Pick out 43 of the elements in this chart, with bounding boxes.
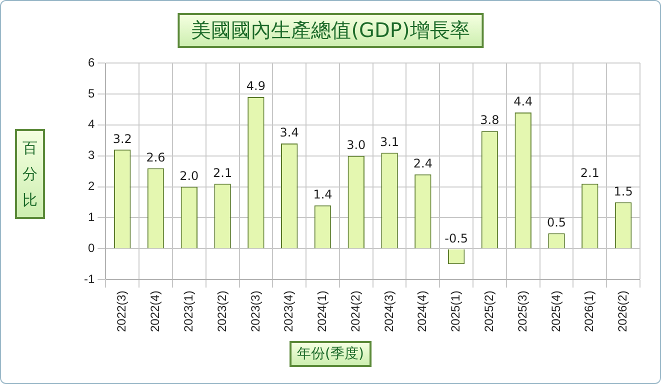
y-tick-label: 0 <box>88 241 95 256</box>
y-tick-label: 6 <box>88 55 95 70</box>
x-tick-label: 2023(2) <box>214 290 229 332</box>
data-label: 2.1 <box>213 166 232 180</box>
data-label: 2.4 <box>413 156 432 171</box>
data-label: 1.4 <box>313 187 332 202</box>
data-label: 3.2 <box>112 132 132 146</box>
x-tick-label: 2025(3) <box>515 290 530 332</box>
data-label: 1.5 <box>614 184 633 198</box>
x-tick-label: 2025(4) <box>548 290 563 332</box>
x-tick-label: 2024(2) <box>348 290 362 332</box>
data-label: 4.9 <box>246 79 266 94</box>
x-tick-label: 2025(2) <box>482 290 496 332</box>
data-label: 3.0 <box>346 138 366 152</box>
x-tick-label: 2024(4) <box>415 290 430 332</box>
x-tick-label: 2026(2) <box>616 290 630 332</box>
x-tick-label: 2025(1) <box>448 290 463 332</box>
x-tick-label: 2024(3) <box>382 290 396 332</box>
data-label: 2.0 <box>180 168 199 183</box>
data-label: 0.5 <box>546 215 566 230</box>
x-tick-label: 2022(4) <box>148 290 162 332</box>
y-tick-label: 5 <box>88 86 95 100</box>
x-tick-label: 2024(1) <box>315 290 330 332</box>
data-label: 3.1 <box>380 134 400 149</box>
x-tick-label: 2023(1) <box>181 290 196 332</box>
chart-title: 美國國內生產總值(GDP)增長率 <box>177 13 484 48</box>
x-axis-title: 年份(季度) <box>289 341 372 367</box>
y-tick-label: 1 <box>88 210 95 224</box>
data-label: 3.8 <box>480 113 500 128</box>
data-label: 3.4 <box>280 126 299 140</box>
y-tick-label: 4 <box>88 117 95 132</box>
x-tick-label: 2023(3) <box>248 290 262 332</box>
data-label: 2.6 <box>146 150 166 164</box>
y-axis-title: 百分比 <box>15 129 45 219</box>
x-tick-label: 2026(1) <box>582 290 596 332</box>
y-tick-label: 3 <box>88 148 95 162</box>
x-tick-label: 2022(3) <box>114 290 129 332</box>
data-label: -0.5 <box>444 231 468 246</box>
x-tick-label: 2023(4) <box>282 290 296 332</box>
data-label: 4.4 <box>514 94 533 109</box>
y-tick-label: 2 <box>88 179 95 194</box>
data-label: 2.1 <box>580 166 600 180</box>
y-tick-label: -1 <box>84 272 95 286</box>
